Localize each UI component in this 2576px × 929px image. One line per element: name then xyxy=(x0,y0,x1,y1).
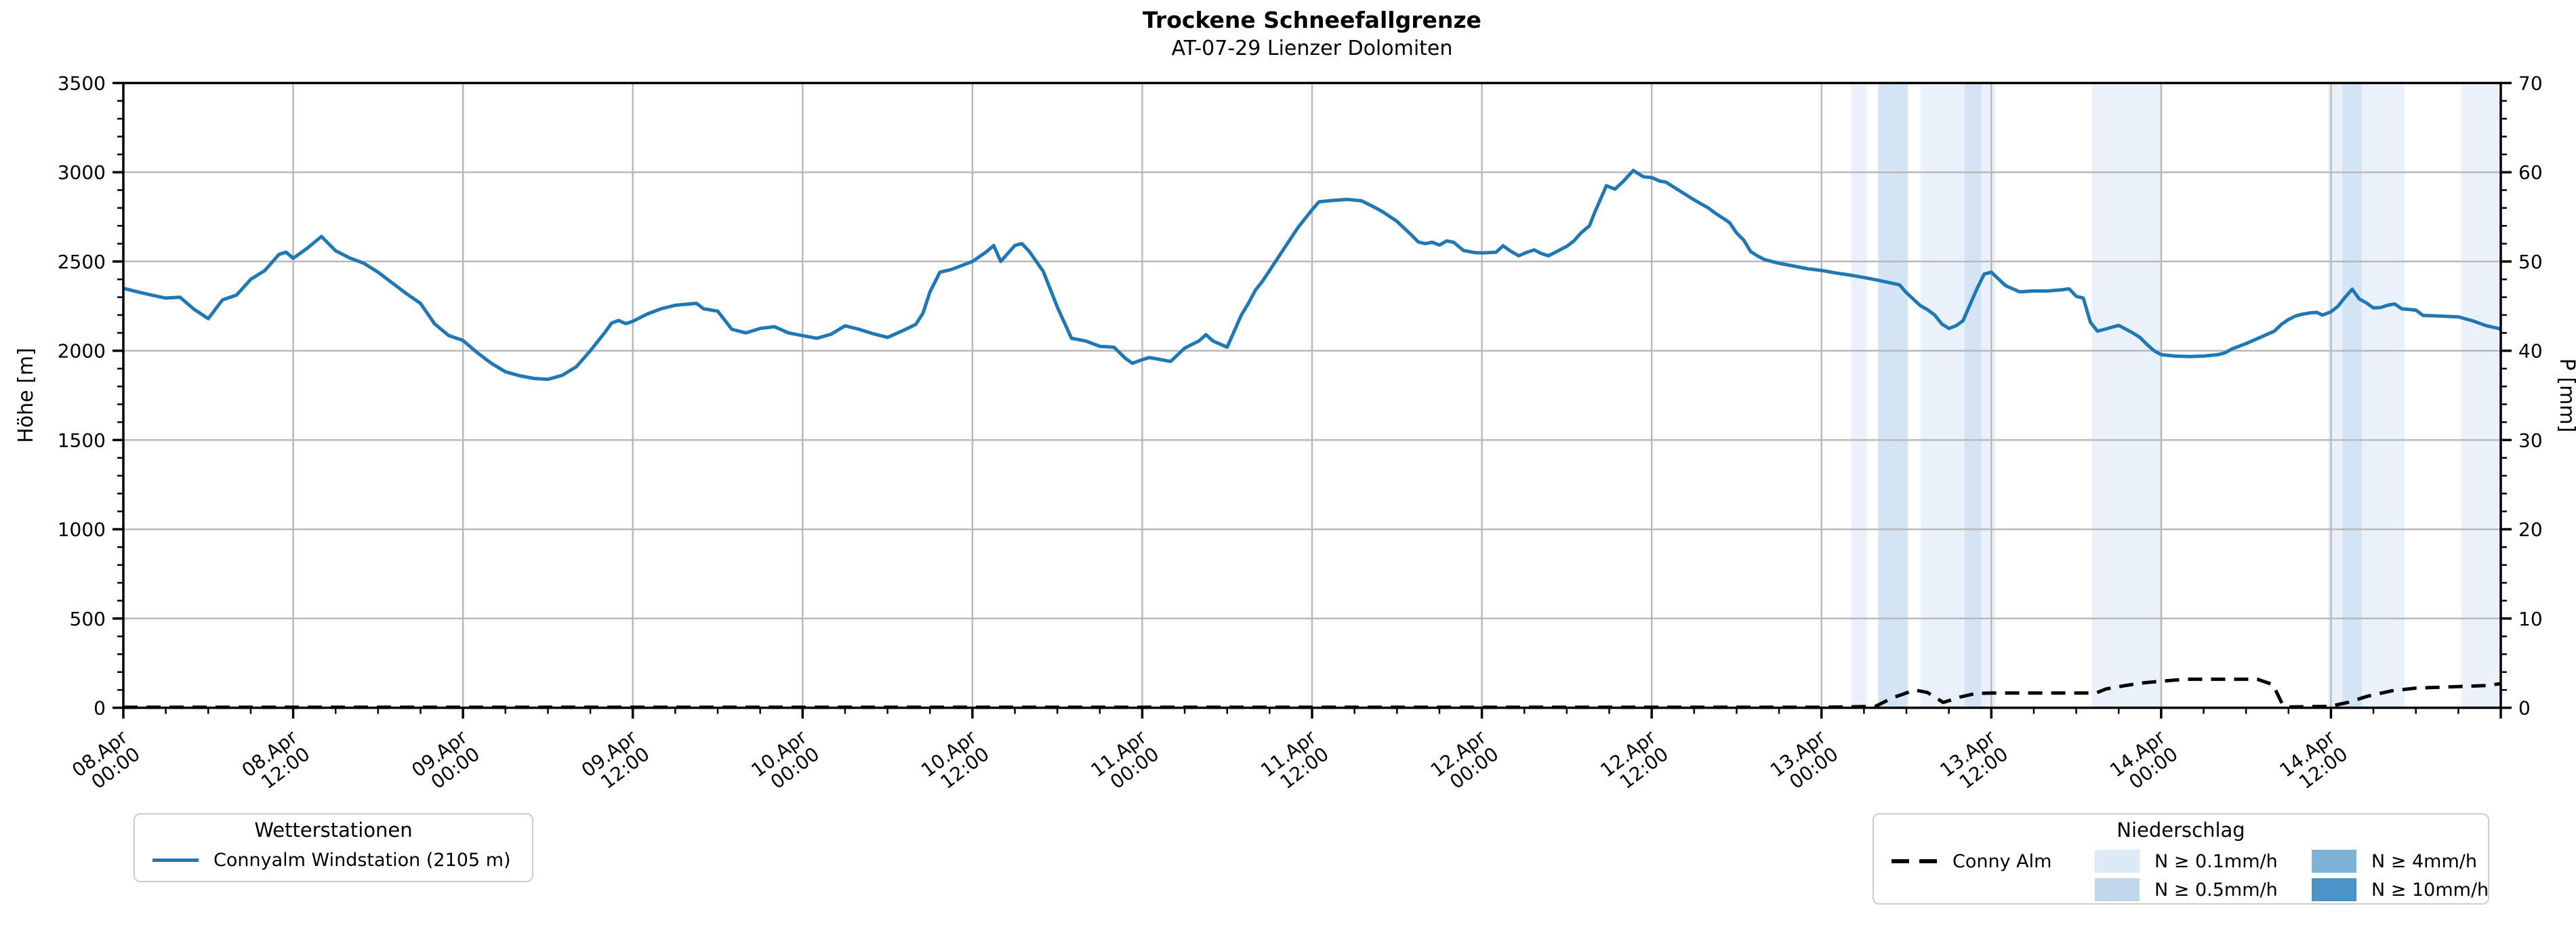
y-right-tick-label: 60 xyxy=(2518,161,2543,184)
x-tick-label: 09.Apr00:00 xyxy=(407,726,484,798)
legend-niederschlag-title: Niederschlag xyxy=(2117,819,2245,842)
y-left-tick-label: 2500 xyxy=(58,251,106,273)
x-tick-label: 10.Apr00:00 xyxy=(747,726,823,798)
legend-item-p4: N ≥ 4mm/h xyxy=(2312,850,2501,873)
blue-line-swatch xyxy=(152,859,199,862)
precip-01-swatch xyxy=(2095,850,2140,873)
legend-item-label: N ≥ 0.1mm/h xyxy=(2154,850,2278,872)
legend-item-label: N ≥ 0.5mm/h xyxy=(2154,879,2278,901)
y-right-tick-label: 20 xyxy=(2518,518,2543,541)
x-tick-label: 14.Apr12:00 xyxy=(2276,726,2352,798)
dashed-line-swatch xyxy=(1892,859,1938,863)
precip-band xyxy=(1920,83,1965,708)
y-left-tick-label: 0 xyxy=(94,697,106,720)
y-right-axis-label: P [mm] xyxy=(2555,358,2576,432)
legend-item-label: N ≥ 4mm/h xyxy=(2371,850,2477,872)
x-tick-label: 08.Apr12:00 xyxy=(238,726,314,798)
x-tick-label: 14.Apr00:00 xyxy=(2106,726,2182,798)
legend-item-label: Conny Alm xyxy=(1953,850,2052,872)
x-tick-label: 10.Apr12:00 xyxy=(917,726,994,798)
legend-wetterstationen-title: Wetterstationen xyxy=(254,819,413,842)
x-tick-label: 11.Apr12:00 xyxy=(1256,726,1333,798)
precip-band xyxy=(1878,83,1908,708)
y-left-tick-label: 500 xyxy=(70,608,106,630)
x-tick-label: 11.Apr00:00 xyxy=(1087,726,1164,798)
legend-wetterstationen: Wetterstationen Connyalm Windstation (21… xyxy=(134,813,533,882)
x-tick-label: 09.Apr12:00 xyxy=(577,726,654,798)
x-tick-label: 12.Apr00:00 xyxy=(1427,726,1503,798)
legend-item-label: N ≥ 10mm/h xyxy=(2371,879,2489,901)
precip-band xyxy=(2342,83,2363,708)
snowline-connyalm xyxy=(123,169,2501,381)
y-left-tick-label: 3000 xyxy=(58,161,106,184)
y-right-tick-label: 0 xyxy=(2518,697,2531,720)
y-right-tick-label: 50 xyxy=(2518,251,2543,273)
x-tick-label: 08.Apr00:00 xyxy=(68,726,144,798)
precip-band xyxy=(1981,83,1996,708)
y-right-tick-label: 70 xyxy=(2518,73,2543,95)
legend-item-label: Connyalm Windstation (2105 m) xyxy=(213,850,511,871)
legend-niederschlag-grid: Conny Alm N ≥ 0.1mm/h N ≥ 4mm/h N ≥ 0.5m… xyxy=(1874,847,2489,904)
y-right-tick-label: 10 xyxy=(2518,608,2543,630)
y-left-tick-label: 3500 xyxy=(58,73,106,95)
legend-item-connyalm: Connyalm Windstation (2105 m) xyxy=(135,850,532,871)
y-right-tick-label: 40 xyxy=(2518,340,2543,363)
y-left-tick-label: 2000 xyxy=(58,340,106,363)
precip-band xyxy=(2461,83,2501,708)
precip-4-swatch xyxy=(2312,850,2356,873)
y-left-tick-label: 1500 xyxy=(58,429,106,451)
chart-subtitle: AT-07-29 Lienzer Dolomiten xyxy=(1171,37,1453,60)
precip-05-swatch xyxy=(2095,878,2140,901)
precip-band xyxy=(2091,83,2163,708)
chart-title: Trockene Schneefallgrenze xyxy=(1143,7,1481,33)
x-tick-label: 13.Apr12:00 xyxy=(1936,726,2012,798)
legend-item-p05: N ≥ 0.5mm/h xyxy=(2095,878,2312,901)
precip-10-swatch xyxy=(2312,878,2356,901)
legend-item-conny-alm: Conny Alm xyxy=(1892,851,2095,872)
y-left-tick-label: 1000 xyxy=(58,518,106,541)
y-left-axis-label: Höhe [m] xyxy=(14,348,38,443)
legend-item-p10: N ≥ 10mm/h xyxy=(2312,878,2501,901)
legend-item-p01: N ≥ 0.1mm/h xyxy=(2095,850,2312,873)
legend-niederschlag: Niederschlag Conny Alm N ≥ 0.1mm/h N ≥ 4… xyxy=(1873,813,2489,905)
y-right-tick-label: 30 xyxy=(2518,429,2543,451)
precip-band xyxy=(1964,83,1982,708)
x-tick-label: 12.Apr12:00 xyxy=(1596,726,1673,798)
precip-band xyxy=(2362,83,2405,708)
precip-band xyxy=(1851,83,1867,708)
x-tick-label: 13.Apr00:00 xyxy=(1766,726,1843,798)
